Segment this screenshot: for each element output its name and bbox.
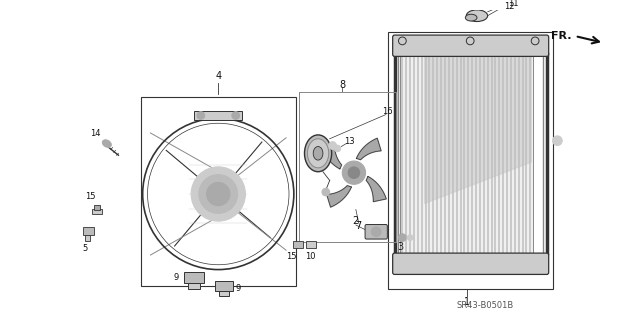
Text: 3: 3	[397, 242, 403, 252]
Text: 4: 4	[215, 71, 221, 81]
Text: 9: 9	[235, 285, 240, 293]
Circle shape	[371, 227, 381, 237]
Text: 9: 9	[174, 273, 179, 282]
Text: 14: 14	[90, 130, 100, 138]
Polygon shape	[356, 138, 381, 160]
Text: 10: 10	[305, 251, 316, 261]
Circle shape	[232, 112, 239, 119]
FancyBboxPatch shape	[393, 253, 548, 274]
Bar	[307, 241, 316, 248]
Bar	[92, 209, 102, 214]
Ellipse shape	[313, 146, 323, 160]
Text: 8: 8	[339, 79, 346, 90]
Circle shape	[207, 182, 230, 206]
Polygon shape	[425, 51, 531, 204]
Bar	[388, 32, 552, 289]
Text: 13: 13	[344, 137, 355, 146]
Circle shape	[334, 145, 341, 152]
Text: FR.: FR.	[552, 31, 572, 41]
Bar	[299, 92, 396, 242]
Text: 7: 7	[356, 221, 362, 231]
Bar	[84, 235, 90, 241]
Polygon shape	[366, 176, 387, 202]
Circle shape	[552, 136, 563, 145]
Ellipse shape	[307, 139, 329, 168]
Bar	[141, 97, 296, 286]
Text: SR43-B0501B: SR43-B0501B	[456, 301, 513, 310]
Polygon shape	[321, 144, 342, 169]
Text: 15: 15	[285, 251, 296, 261]
Text: 5: 5	[82, 244, 87, 253]
Bar	[401, 49, 533, 255]
Bar	[293, 241, 303, 248]
Circle shape	[191, 167, 245, 221]
Ellipse shape	[102, 140, 111, 147]
Circle shape	[399, 234, 406, 241]
Text: 15: 15	[85, 192, 95, 201]
Polygon shape	[326, 186, 351, 207]
Bar	[94, 205, 100, 210]
Circle shape	[322, 188, 330, 196]
Circle shape	[329, 142, 337, 149]
Circle shape	[199, 174, 237, 213]
Circle shape	[342, 161, 365, 184]
Bar	[188, 283, 200, 289]
Ellipse shape	[305, 135, 332, 172]
Text: 2: 2	[353, 216, 359, 226]
Bar	[215, 281, 233, 291]
FancyBboxPatch shape	[365, 225, 387, 239]
FancyBboxPatch shape	[393, 35, 548, 56]
Circle shape	[407, 235, 413, 241]
Bar	[184, 271, 204, 283]
Circle shape	[197, 112, 205, 119]
Bar	[194, 111, 243, 120]
Text: 11: 11	[508, 0, 518, 8]
Circle shape	[348, 167, 360, 179]
Text: 16: 16	[383, 107, 393, 116]
Ellipse shape	[467, 10, 488, 21]
Text: 12: 12	[504, 2, 515, 11]
Ellipse shape	[465, 14, 477, 21]
Bar	[83, 227, 94, 235]
Bar	[220, 291, 229, 296]
Text: 1: 1	[464, 297, 470, 307]
